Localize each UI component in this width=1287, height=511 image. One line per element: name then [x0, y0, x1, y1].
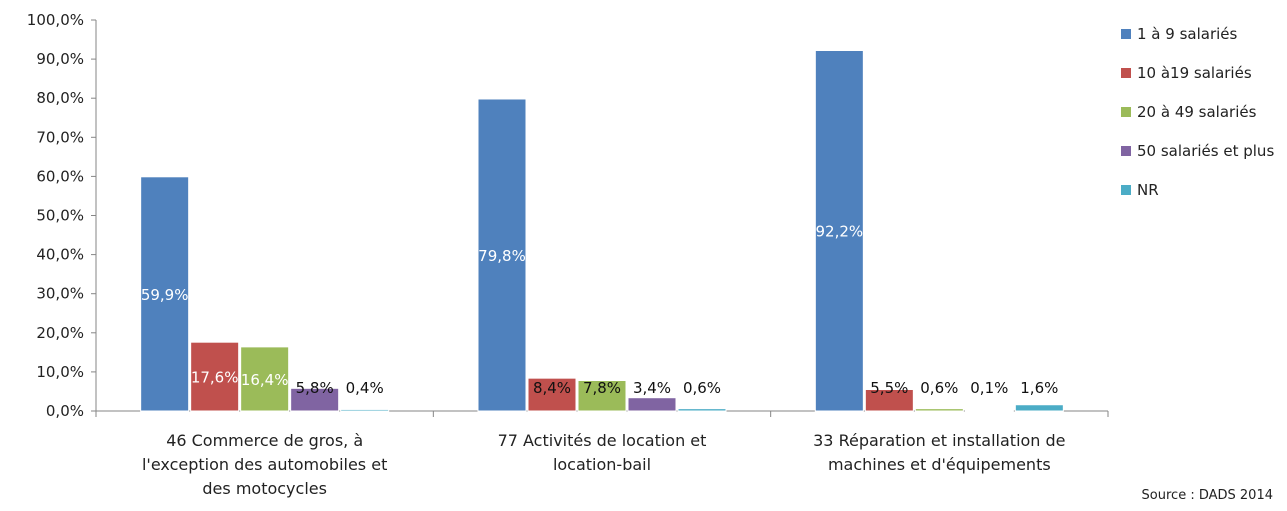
y-tick-label: 60,0%: [36, 167, 84, 185]
y-tick-label: 80,0%: [36, 89, 84, 107]
y-tick-label: 30,0%: [36, 285, 84, 303]
legend-label: NR: [1137, 181, 1159, 199]
bar: [190, 341, 240, 412]
legend-swatch: [1121, 107, 1131, 117]
data-label: 0,4%: [346, 379, 384, 397]
legend-swatch: [1121, 146, 1131, 156]
source-note: Source : DADS 2014: [1141, 488, 1273, 503]
legend-swatch: [1121, 185, 1131, 195]
y-tick-label: 20,0%: [36, 324, 84, 342]
bar: [914, 408, 964, 412]
bar: [527, 377, 577, 412]
legend-swatch: [1121, 68, 1131, 78]
bar: [577, 380, 627, 412]
data-label: 92,2%: [816, 223, 864, 241]
bar: [627, 397, 677, 412]
y-tick-label: 50,0%: [36, 207, 84, 225]
y-tick-label: 10,0%: [36, 363, 84, 381]
data-label: 1,6%: [1020, 379, 1058, 397]
legend-label: 20 à 49 salariés: [1137, 103, 1257, 121]
y-tick-label: 70,0%: [36, 128, 84, 146]
data-label: 79,8%: [478, 247, 526, 265]
y-tick-label: 90,0%: [36, 50, 84, 68]
data-label: 0,6%: [683, 379, 721, 397]
legend-label: 10 à19 salariés: [1137, 64, 1252, 82]
bar: [964, 409, 1014, 412]
x-category-label: 46 Commerce de gros, à: [166, 431, 363, 450]
data-label: 16,4%: [241, 371, 289, 389]
x-category-label: 33 Réparation et installation de: [813, 431, 1065, 450]
y-tick-label: 100,0%: [27, 11, 84, 29]
data-label: 8,4%: [533, 379, 571, 397]
data-label: 59,9%: [141, 286, 189, 304]
bar: [1014, 404, 1064, 412]
x-category-label: 77 Activités de location et: [498, 431, 707, 450]
x-category-label: location-bail: [553, 455, 651, 474]
legend-label: 1 à 9 salariés: [1137, 25, 1238, 43]
bar: [340, 408, 390, 412]
bar: [814, 49, 864, 412]
data-label: 0,6%: [920, 379, 958, 397]
legend-swatch: [1121, 29, 1131, 39]
data-label: 5,5%: [870, 379, 908, 397]
data-label: 17,6%: [191, 369, 239, 387]
x-category-label: des motocycles: [202, 479, 327, 498]
y-tick-label: 40,0%: [36, 246, 84, 264]
data-label: 3,4%: [633, 379, 671, 397]
bar: [477, 98, 527, 412]
data-label: 0,1%: [970, 379, 1008, 397]
x-category-label: l'exception des automobiles et: [142, 455, 387, 474]
y-tick-label: 0,0%: [46, 402, 84, 420]
bar: [864, 388, 914, 412]
bar: [240, 346, 290, 412]
data-label: 7,8%: [583, 379, 621, 397]
bar: [140, 176, 190, 412]
bar: [677, 408, 727, 412]
data-label: 5,8%: [296, 379, 334, 397]
legend-label: 50 salariés et plus: [1137, 142, 1274, 160]
x-category-label: machines et d'équipements: [828, 455, 1051, 474]
bar: [290, 387, 340, 412]
